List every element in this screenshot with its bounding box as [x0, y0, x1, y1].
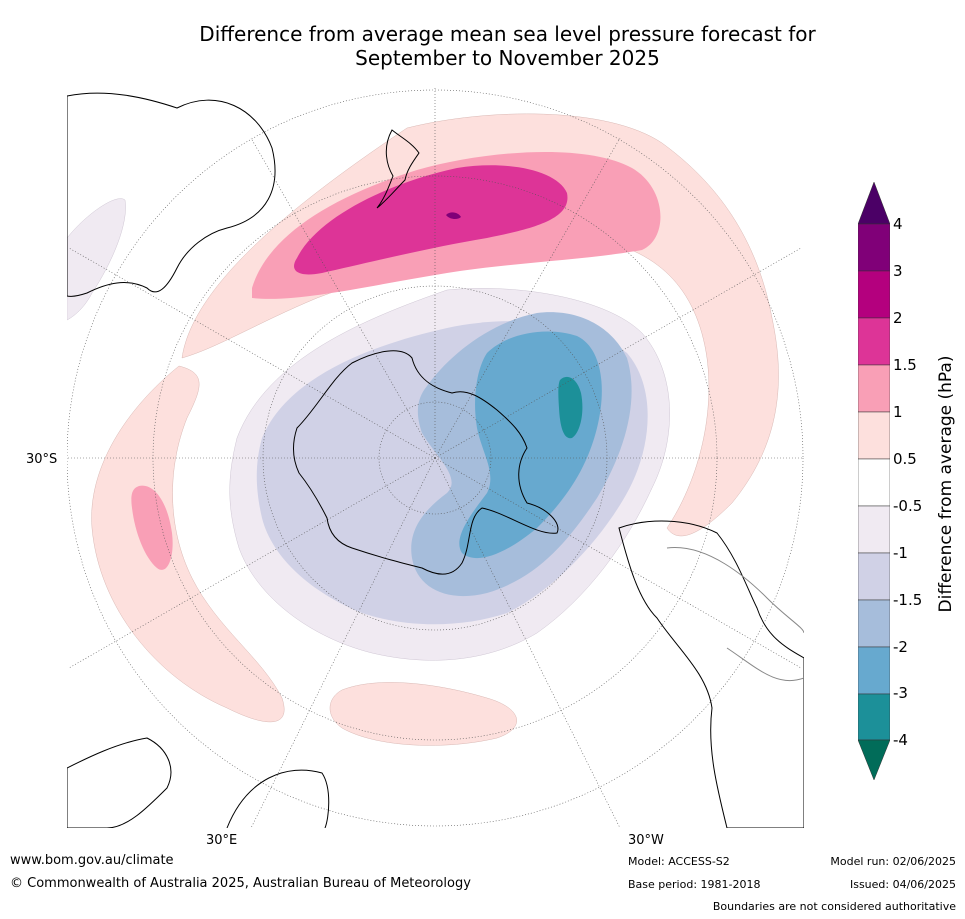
colorbar: [858, 182, 890, 781]
colorbar-tick-4: 4: [893, 215, 903, 233]
title-line-1: Difference from average mean sea level p…: [199, 22, 816, 46]
title-line-2: September to November 2025: [355, 46, 660, 70]
colorbar-tick-neg-4: -4: [893, 731, 908, 749]
colorbar-tick-3: 3: [893, 262, 903, 280]
footer-issued: Issued: 04/06/2025: [849, 878, 956, 891]
footer-copyright: © Commonwealth of Australia 2025, Austra…: [10, 876, 471, 891]
footer-model: Model: ACCESS-S2: [628, 855, 730, 868]
anomaly-0p5-1-small: [67, 198, 126, 321]
colorbar-bin-3-4: [858, 223, 890, 272]
footer-model-run: Model run: 02/06/2025: [830, 855, 956, 868]
colorbar-tick-2: 2: [893, 309, 903, 327]
colorbar-bin-neg-0p5-1: [858, 505, 890, 554]
colorbar-bin-0p5-1: [858, 411, 890, 460]
colorbar-tick-1: 1: [893, 403, 903, 421]
lat-label-30s: 30°S: [26, 452, 58, 467]
colorbar-tick-neg-3: -3: [893, 684, 908, 702]
colorbar-bin-2-3: [858, 270, 890, 319]
footer-url[interactable]: www.bom.gov.au/climate: [10, 853, 174, 868]
anomaly-neg-3-4: [558, 376, 583, 439]
colorbar-bin-neg-1p5-2: [858, 599, 890, 648]
colorbar-cap-top: [858, 182, 890, 225]
australia-coastline: [67, 92, 276, 297]
colorbar-tick-neg-0p5: -0.5: [893, 497, 923, 515]
colorbar-cap-bottom: [858, 739, 890, 781]
colorbar-tick-neg-1p5: -1.5: [893, 591, 923, 609]
antarctica-coastline: [293, 350, 559, 575]
graticule: [67, 88, 804, 828]
south-america-borders: [666, 547, 804, 682]
footer-disclaimer: Boundaries are not considered authoritat…: [712, 900, 956, 913]
anomaly-0p5-1-west: [91, 365, 285, 723]
anomaly-0p5-1-south: [329, 682, 517, 746]
africa-coastline: [67, 737, 172, 828]
polar-pressure-map: [67, 88, 804, 828]
south-atlantic-islands: [226, 769, 330, 828]
anomaly-2-3-north: [446, 212, 461, 220]
anomaly-1-1p5-west: [131, 485, 173, 570]
colorbar-bin-neutral: [858, 458, 890, 507]
anomaly-1p5-2-north: [294, 165, 568, 275]
colorbar-tick-0p5: 0.5: [893, 450, 917, 468]
lon-label-30w: 30°W: [628, 833, 664, 848]
colorbar-title: Difference from average (hPa): [936, 355, 956, 613]
colorbar-bin-neg-2-3: [858, 646, 890, 695]
colorbar-tick-1p5: 1.5: [893, 356, 917, 374]
colorbar-bin-neg-1-1p5: [858, 552, 890, 601]
colorbar-bin-1p5-2: [858, 317, 890, 366]
map-title: Difference from average mean sea level p…: [120, 22, 895, 70]
colorbar-tick-neg-2: -2: [893, 638, 908, 656]
colorbar-bin-1-1p5: [858, 364, 890, 413]
colorbar-tick-neg-1: -1: [893, 544, 908, 562]
new-zealand-coastline: [376, 129, 420, 209]
lon-label-30e: 30°E: [206, 833, 238, 848]
south-america-coastline: [618, 520, 804, 828]
footer-base-period: Base period: 1981-2018: [628, 878, 761, 891]
colorbar-bin-neg-3-4: [858, 693, 890, 741]
